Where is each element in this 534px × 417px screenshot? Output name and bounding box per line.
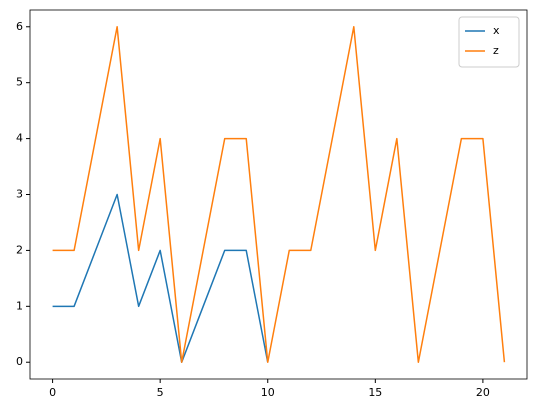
x-tick-label: 5 <box>157 386 164 399</box>
x-tick-label: 20 <box>476 386 490 399</box>
plot-frame <box>29 9 528 380</box>
legend-label: x <box>493 24 500 37</box>
x-tick-label: 0 <box>49 386 56 399</box>
legend-box <box>458 16 520 68</box>
y-tick-label: 1 <box>16 299 23 312</box>
legend-label: z <box>493 44 499 57</box>
y-tick-label: 3 <box>16 188 23 201</box>
y-tick-label: 5 <box>16 76 23 89</box>
y-tick-label: 2 <box>16 243 23 256</box>
y-tick-label: 6 <box>16 20 23 33</box>
y-tick-label: 4 <box>16 132 23 145</box>
x-tick-label: 10 <box>261 386 275 399</box>
y-tick-label: 0 <box>16 355 23 368</box>
line <box>52 193 269 363</box>
x-tick-label: 15 <box>368 386 382 399</box>
line <box>52 26 506 363</box>
